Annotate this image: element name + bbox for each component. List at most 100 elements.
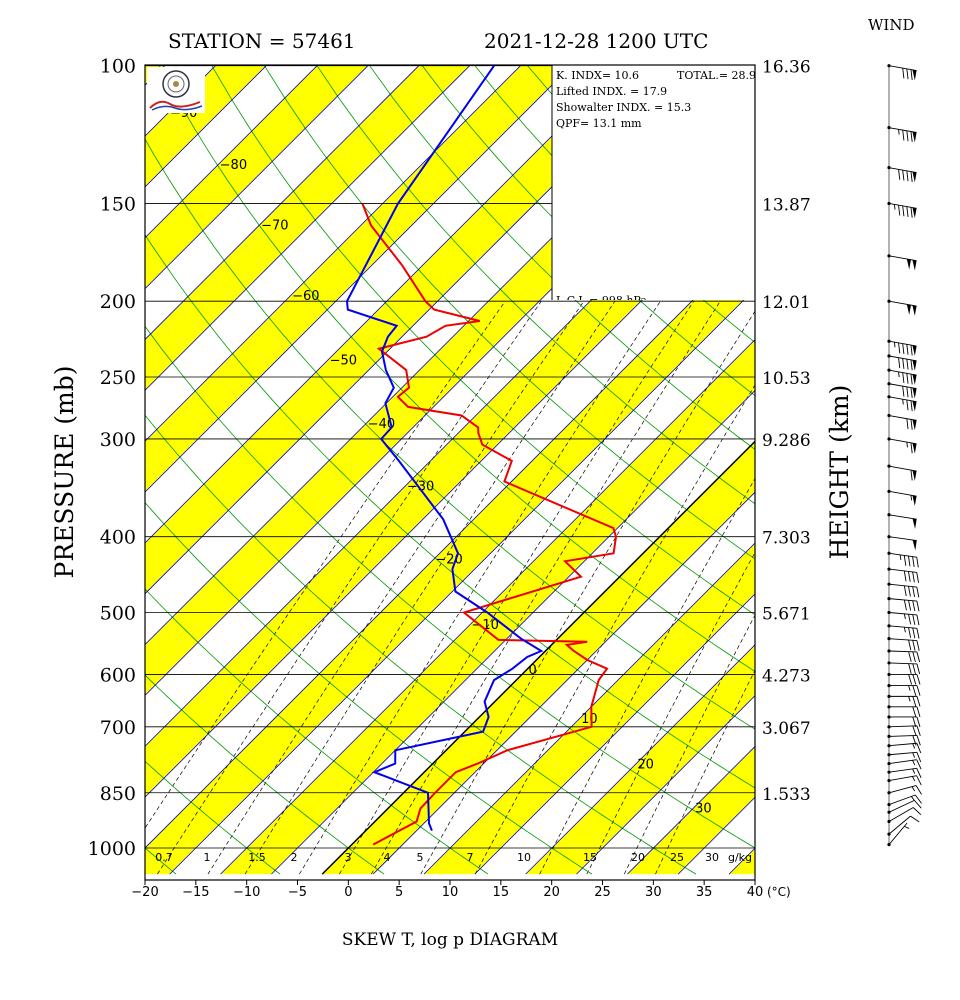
wind-barb-full bbox=[902, 372, 905, 383]
wind-barb-staff bbox=[888, 625, 917, 629]
wind-barb-full bbox=[910, 469, 913, 481]
isotherm-label: −60 bbox=[292, 289, 319, 304]
wind-barb-station bbox=[887, 761, 891, 766]
wind-barb-station bbox=[887, 715, 891, 719]
wind-barb-staff bbox=[888, 794, 916, 805]
wind-barb-full bbox=[916, 600, 920, 612]
height-tick-label: 5.671 bbox=[762, 605, 811, 625]
wind-barb-station bbox=[887, 672, 891, 677]
temperature-tick-label: −5 bbox=[288, 885, 307, 900]
wind-barb-full bbox=[912, 556, 915, 567]
wind-barb-full bbox=[908, 674, 913, 685]
wind-barb-full bbox=[912, 663, 916, 674]
isotherm-line bbox=[474, 593, 755, 875]
dry-adiabat bbox=[145, 325, 755, 849]
wind-barb-station bbox=[887, 64, 891, 68]
pressure-tick-label: 300 bbox=[100, 429, 136, 451]
dry-adiabat bbox=[145, 760, 281, 875]
isotherm-label: −10 bbox=[472, 618, 499, 633]
mixing-ratio-lines bbox=[145, 300, 755, 875]
wind-barb-station bbox=[887, 694, 891, 698]
temperature-tick-label: 15 bbox=[493, 885, 510, 900]
wind-barb-staff bbox=[888, 767, 917, 773]
wind-barb-full bbox=[910, 171, 913, 182]
pressure-axis-label: PRESSURE (mb) bbox=[50, 365, 79, 578]
wind-barb-full bbox=[916, 768, 922, 778]
wind-barb-full bbox=[910, 815, 920, 823]
pressure-tick-label: 600 bbox=[100, 664, 136, 686]
isotherm-line bbox=[145, 65, 165, 86]
isotherm-label: 20 bbox=[637, 757, 654, 772]
wind-barb-full bbox=[910, 400, 913, 412]
dry-adiabat bbox=[145, 501, 593, 875]
wind-barb bbox=[887, 742, 922, 754]
wind-barb-full bbox=[906, 344, 909, 355]
wind-barb-full bbox=[916, 752, 922, 763]
isotherm-line bbox=[145, 237, 755, 849]
isotherm-band bbox=[145, 65, 165, 86]
wind-barb bbox=[887, 551, 919, 568]
wind-barb-station bbox=[887, 637, 891, 641]
wind-barb-full bbox=[908, 639, 912, 651]
dry-adiabat bbox=[264, 65, 755, 560]
datetime-title: 2021-12-28 1200 UTC bbox=[484, 29, 708, 53]
index-box: K. INDX= 10.6 TOTAL.= 28.9 Lifted INDX. … bbox=[551, 65, 756, 300]
wind-barb-station bbox=[887, 368, 891, 372]
wind-barb-pennant bbox=[912, 305, 917, 316]
wind-barb bbox=[887, 672, 921, 685]
height-tick-label: 10.53 bbox=[762, 369, 811, 389]
isotherm-band bbox=[932, 66, 960, 874]
height-tick-label: 1.533 bbox=[762, 785, 811, 805]
k-index-text: K. INDX= 10.6 bbox=[556, 69, 639, 82]
pressure-tick-label: 500 bbox=[100, 603, 136, 625]
temperature-tick-label: −20 bbox=[131, 885, 158, 900]
isotherm-line bbox=[220, 339, 755, 875]
wind-barb-half bbox=[912, 768, 916, 774]
wind-barb-full bbox=[902, 358, 905, 369]
wind-barb-full bbox=[912, 807, 922, 816]
wind-barb-station bbox=[887, 395, 891, 399]
wind-barb-full bbox=[916, 685, 921, 696]
wind-barb-full bbox=[903, 599, 907, 611]
isotherm-label: −30 bbox=[407, 479, 434, 494]
wind-barb-staff bbox=[888, 490, 917, 497]
wind-barb-half bbox=[902, 399, 904, 405]
wind-barb-full bbox=[916, 640, 920, 651]
isobar-lines bbox=[145, 65, 755, 849]
height-tick-label: 9.286 bbox=[762, 431, 811, 451]
temperature-tick-label: −10 bbox=[233, 885, 260, 900]
temperature-tick-label: 40 bbox=[747, 885, 764, 900]
pressure-tick-label: 250 bbox=[100, 367, 136, 389]
wind-barb-station bbox=[887, 551, 891, 555]
wind-barb-station bbox=[887, 126, 891, 130]
wind-barb-station bbox=[887, 464, 891, 468]
wind-barb-station bbox=[887, 610, 891, 615]
wind-barb-staff bbox=[888, 514, 917, 520]
isotherm-line bbox=[145, 65, 521, 442]
wind-barb-full bbox=[912, 725, 917, 737]
wind-barb-full bbox=[902, 386, 905, 397]
wind-barb bbox=[887, 354, 917, 371]
wind-barb bbox=[887, 64, 917, 81]
wind-barb-full bbox=[916, 725, 921, 736]
temperature-tick-label: 25 bbox=[594, 885, 611, 900]
isotherm-line bbox=[145, 65, 420, 341]
wind-barb-station bbox=[887, 683, 891, 688]
mixing-ratio-line bbox=[623, 614, 755, 875]
wind-barb bbox=[887, 694, 921, 707]
wind-barb-station bbox=[887, 354, 891, 358]
temperature-tick-label: 10 bbox=[442, 885, 459, 900]
wind-barb-station bbox=[887, 567, 891, 571]
isotherm-line bbox=[525, 644, 755, 875]
wind-barb-full bbox=[908, 614, 912, 625]
wind-barb bbox=[887, 464, 917, 481]
isotherm-label: −50 bbox=[330, 353, 357, 368]
isotherm-line bbox=[145, 65, 623, 544]
mixing-ratio-label: 3 bbox=[345, 851, 352, 864]
wind-barb-full bbox=[906, 359, 909, 370]
dewpoint-profile bbox=[345, 65, 544, 831]
wind-barb-station bbox=[887, 725, 891, 729]
isotherm-line bbox=[576, 695, 755, 875]
